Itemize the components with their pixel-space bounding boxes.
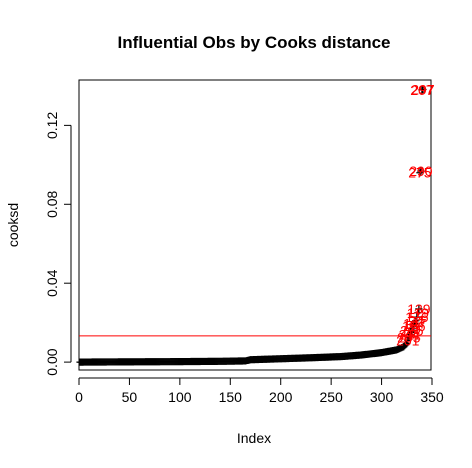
influential-label: 176 [405,309,429,325]
data-point [414,309,422,317]
x-tick-label: 100 [168,389,192,405]
x-tick-label: 50 [122,389,138,405]
data-point [415,305,423,313]
influential-label: 205 [397,329,421,345]
data-point [402,340,410,349]
x-tick-label: 200 [269,389,293,405]
data-points [76,85,427,366]
influential-label: 119 [407,305,430,321]
y-axis: 0.00 0.04 0.08 0.12 [44,112,72,376]
x-axis-label: Index [237,430,271,446]
influential-label: 207 [410,82,434,98]
data-point [403,339,411,348]
influential-label: 290 [409,163,433,179]
y-tick-label: 0.00 [44,348,60,375]
plot-box [78,79,432,371]
influential-label: 211 [399,326,422,342]
y-tick-label: 0.08 [44,190,60,217]
data-point [417,167,425,175]
x-tick-label: 250 [319,389,343,405]
influential-label: 215 [400,323,424,339]
influential-label: 73 [405,321,421,337]
influential-label: 297 [411,81,435,97]
x-tick-label: 0 [75,389,83,405]
y-tick-label: 0.12 [44,112,60,139]
influential-label: 126 [402,318,426,334]
x-axis: 0 50 100 150 200 250 300 350 [75,377,444,405]
influential-label: 201 [396,332,420,348]
influential-label: 275 [408,165,432,181]
influential-label: 139 [407,301,431,317]
x-tick-label: 350 [420,389,444,405]
y-tick-label: 0.04 [44,269,60,296]
chart-title: Influential Obs by Cooks distance [118,33,391,52]
x-tick-label: 300 [370,389,394,405]
data-point [419,85,427,94]
data-point [413,313,421,321]
influential-label: 147 [403,316,427,332]
data-point [416,169,424,177]
y-axis-label: cooksd [5,203,21,247]
data-point [412,317,420,325]
influential-label: 22 [403,325,419,341]
x-tick-label: 150 [219,389,243,405]
influential-label: 24 [408,313,424,329]
